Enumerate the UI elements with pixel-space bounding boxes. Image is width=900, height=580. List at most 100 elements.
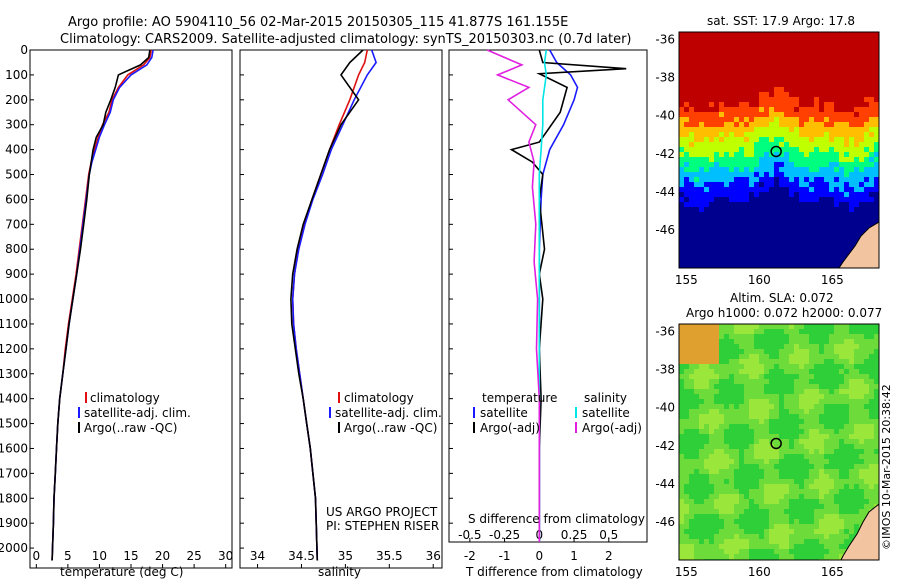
legend-label-s-argo: Argo(-adj) bbox=[582, 421, 642, 435]
temperature-frame bbox=[29, 49, 233, 569]
salinity-lines bbox=[290, 49, 377, 561]
x-tick-label: 34 bbox=[250, 549, 265, 563]
x-tick-label: 15 bbox=[123, 549, 138, 563]
legend-title-salinity: salinity bbox=[584, 391, 627, 405]
lon-tick-label: 155 bbox=[675, 273, 698, 287]
salinity-frame bbox=[239, 49, 443, 569]
sla-map-image bbox=[679, 324, 879, 560]
x-tick-label: 35 bbox=[338, 549, 353, 563]
sla-map-ticks: 155 160 165 -36 -38 -40 -42 -44 -46 bbox=[655, 325, 843, 579]
lat-tick-label: -44 bbox=[655, 185, 675, 199]
legend-label-climatology: climatology bbox=[90, 391, 160, 405]
difference-legend: temperature salinity satellite Argo(-adj… bbox=[473, 391, 642, 435]
legend-label-argo: Argo(..raw -QC) bbox=[344, 421, 437, 435]
x-tick-label: 34.5 bbox=[288, 549, 315, 563]
x-tick-label: 1 bbox=[570, 549, 578, 563]
sla-map-frame bbox=[678, 323, 880, 561]
depth-tick-label: 1400 bbox=[0, 392, 28, 406]
salinity-panel: 34 34.5 35 35.5 36 salinity climatology sate… bbox=[239, 49, 443, 579]
x-tick-label: 0 bbox=[32, 549, 40, 563]
lat-tick-label: -38 bbox=[655, 363, 675, 377]
depth-tick-label: 500 bbox=[5, 168, 28, 182]
s-tick-label: 0.5 bbox=[599, 528, 618, 542]
credit-project: US ARGO PROJECT bbox=[326, 505, 438, 519]
sst-map-title: sat. SST: 17.9 Argo: 17.8 bbox=[707, 14, 855, 28]
credit-pi: PI: STEPHEN RISER bbox=[326, 519, 439, 533]
x-tick-label: -1 bbox=[499, 549, 511, 563]
depth-tick-label: 700 bbox=[5, 217, 28, 231]
legend-label-s-satellite: satellite bbox=[582, 406, 630, 420]
coastline-land bbox=[840, 503, 879, 560]
lat-tick-label: -38 bbox=[655, 71, 675, 85]
lat-tick-label: -46 bbox=[655, 223, 675, 237]
depth-tick-label: 900 bbox=[5, 267, 28, 281]
legend-label-satellite: satellite-adj. clim. bbox=[335, 406, 442, 420]
sla-map-subtitle: Argo h1000: 0.072 h2000: 0.077 bbox=[686, 306, 882, 320]
depth-tick-label: 0 bbox=[20, 43, 28, 57]
x-tick-label: 30 bbox=[218, 549, 233, 563]
lat-tick-label: -36 bbox=[655, 33, 675, 47]
difference-xlabel-top: S difference from climatology bbox=[468, 512, 645, 526]
depth-tick-label: 300 bbox=[5, 118, 28, 132]
difference-ticks: -2 -1 0 1 2-0.5 -0.25 0 0.25 0.5 bbox=[449, 49, 618, 563]
header-line-1: Argo profile: AO 5904110_56 02-Mar-2015 … bbox=[68, 15, 568, 30]
salinity-ticks: 34 34.5 35 35.5 36 bbox=[240, 49, 441, 568]
legend-label-satellite: satellite-adj. clim. bbox=[84, 406, 191, 420]
lat-tick-label: -40 bbox=[655, 401, 675, 415]
temperature-legend: climatology satellite-adj. clim. Argo(..… bbox=[78, 391, 191, 435]
argo-location-marker bbox=[770, 437, 782, 450]
depth-tick-label: 1200 bbox=[0, 342, 28, 356]
sst-map-image bbox=[679, 32, 879, 268]
legend-label-climatology: climatology bbox=[344, 391, 414, 405]
sla-map-panel: Altim. SLA: 0.072 Argo h1000: 0.072 h200… bbox=[655, 291, 882, 579]
depth-tick-label: 1900 bbox=[0, 516, 28, 530]
temperature-lines bbox=[51, 49, 154, 561]
copyright-stamp: ©IMOS 10-Mar-2015 20:38:42 bbox=[880, 384, 893, 550]
series-line-salinity_argo bbox=[486, 49, 541, 542]
difference-xlabel: T difference from climatology bbox=[465, 565, 643, 579]
x-tick-label: 35.5 bbox=[376, 549, 403, 563]
legend-label-argo: Argo(..raw -QC) bbox=[84, 421, 177, 435]
depth-tick-label: 400 bbox=[5, 143, 28, 157]
x-tick-label: 2 bbox=[605, 549, 613, 563]
series-line-climatology bbox=[291, 49, 369, 561]
x-tick-label: 20 bbox=[155, 549, 170, 563]
argo-location-marker bbox=[770, 145, 782, 158]
depth-tick-label: 1500 bbox=[0, 417, 28, 431]
lon-tick-label: 160 bbox=[748, 273, 771, 287]
lat-tick-label: -42 bbox=[655, 147, 675, 161]
depth-tick-label: 2000 bbox=[0, 541, 28, 555]
lat-tick-label: -46 bbox=[655, 515, 675, 529]
sst-map-ticks: 155 160 165 -36 -38 -40 -42 -44 -46 bbox=[655, 33, 843, 287]
lon-tick-label: 165 bbox=[821, 565, 844, 579]
difference-panel: -2 -1 0 1 2-0.5 -0.25 0 0.25 0.5 S difference fr… bbox=[448, 49, 648, 579]
sst-map-frame bbox=[678, 31, 880, 269]
lat-tick-label: -42 bbox=[655, 439, 675, 453]
x-tick-label: 36 bbox=[426, 549, 441, 563]
depth-tick-label: 1100 bbox=[0, 317, 28, 331]
depth-tick-label: 1600 bbox=[0, 441, 28, 455]
depth-tick-label: 800 bbox=[5, 242, 28, 256]
sla-map-title: Altim. SLA: 0.072 bbox=[730, 291, 834, 305]
sst-map-panel: sat. SST: 17.9 Argo: 17.8 155 160 165 -36 -3… bbox=[655, 14, 880, 287]
depth-tick-label: 600 bbox=[5, 192, 28, 206]
s-tick-label: 0.25 bbox=[561, 528, 588, 542]
depth-tick-label: 1300 bbox=[0, 367, 28, 381]
lat-tick-label: -40 bbox=[655, 109, 675, 123]
lon-tick-label: 165 bbox=[821, 273, 844, 287]
depth-tick-label: 200 bbox=[5, 93, 28, 107]
series-line-argo bbox=[51, 49, 151, 561]
x-tick-label: 10 bbox=[92, 549, 107, 563]
temperature-panel: 0 5 10 15 20 25 30 temperature (deg C) climato… bbox=[29, 49, 233, 579]
salinity-xlabel: salinity bbox=[318, 565, 361, 579]
s-tick-label: -0.25 bbox=[489, 528, 520, 542]
legend-label-t-argo: Argo(-adj) bbox=[480, 421, 540, 435]
x-tick-label: 5 bbox=[64, 549, 72, 563]
legend-title-temperature: temperature bbox=[482, 391, 557, 405]
s-tick-label: -0.5 bbox=[458, 528, 481, 542]
temperature-xlabel: temperature (deg C) bbox=[60, 565, 183, 579]
series-line-satellite bbox=[291, 49, 377, 561]
lon-tick-label: 160 bbox=[748, 565, 771, 579]
header-line-2: Climatology: CARS2009. Satellite-adjuste… bbox=[60, 32, 632, 47]
